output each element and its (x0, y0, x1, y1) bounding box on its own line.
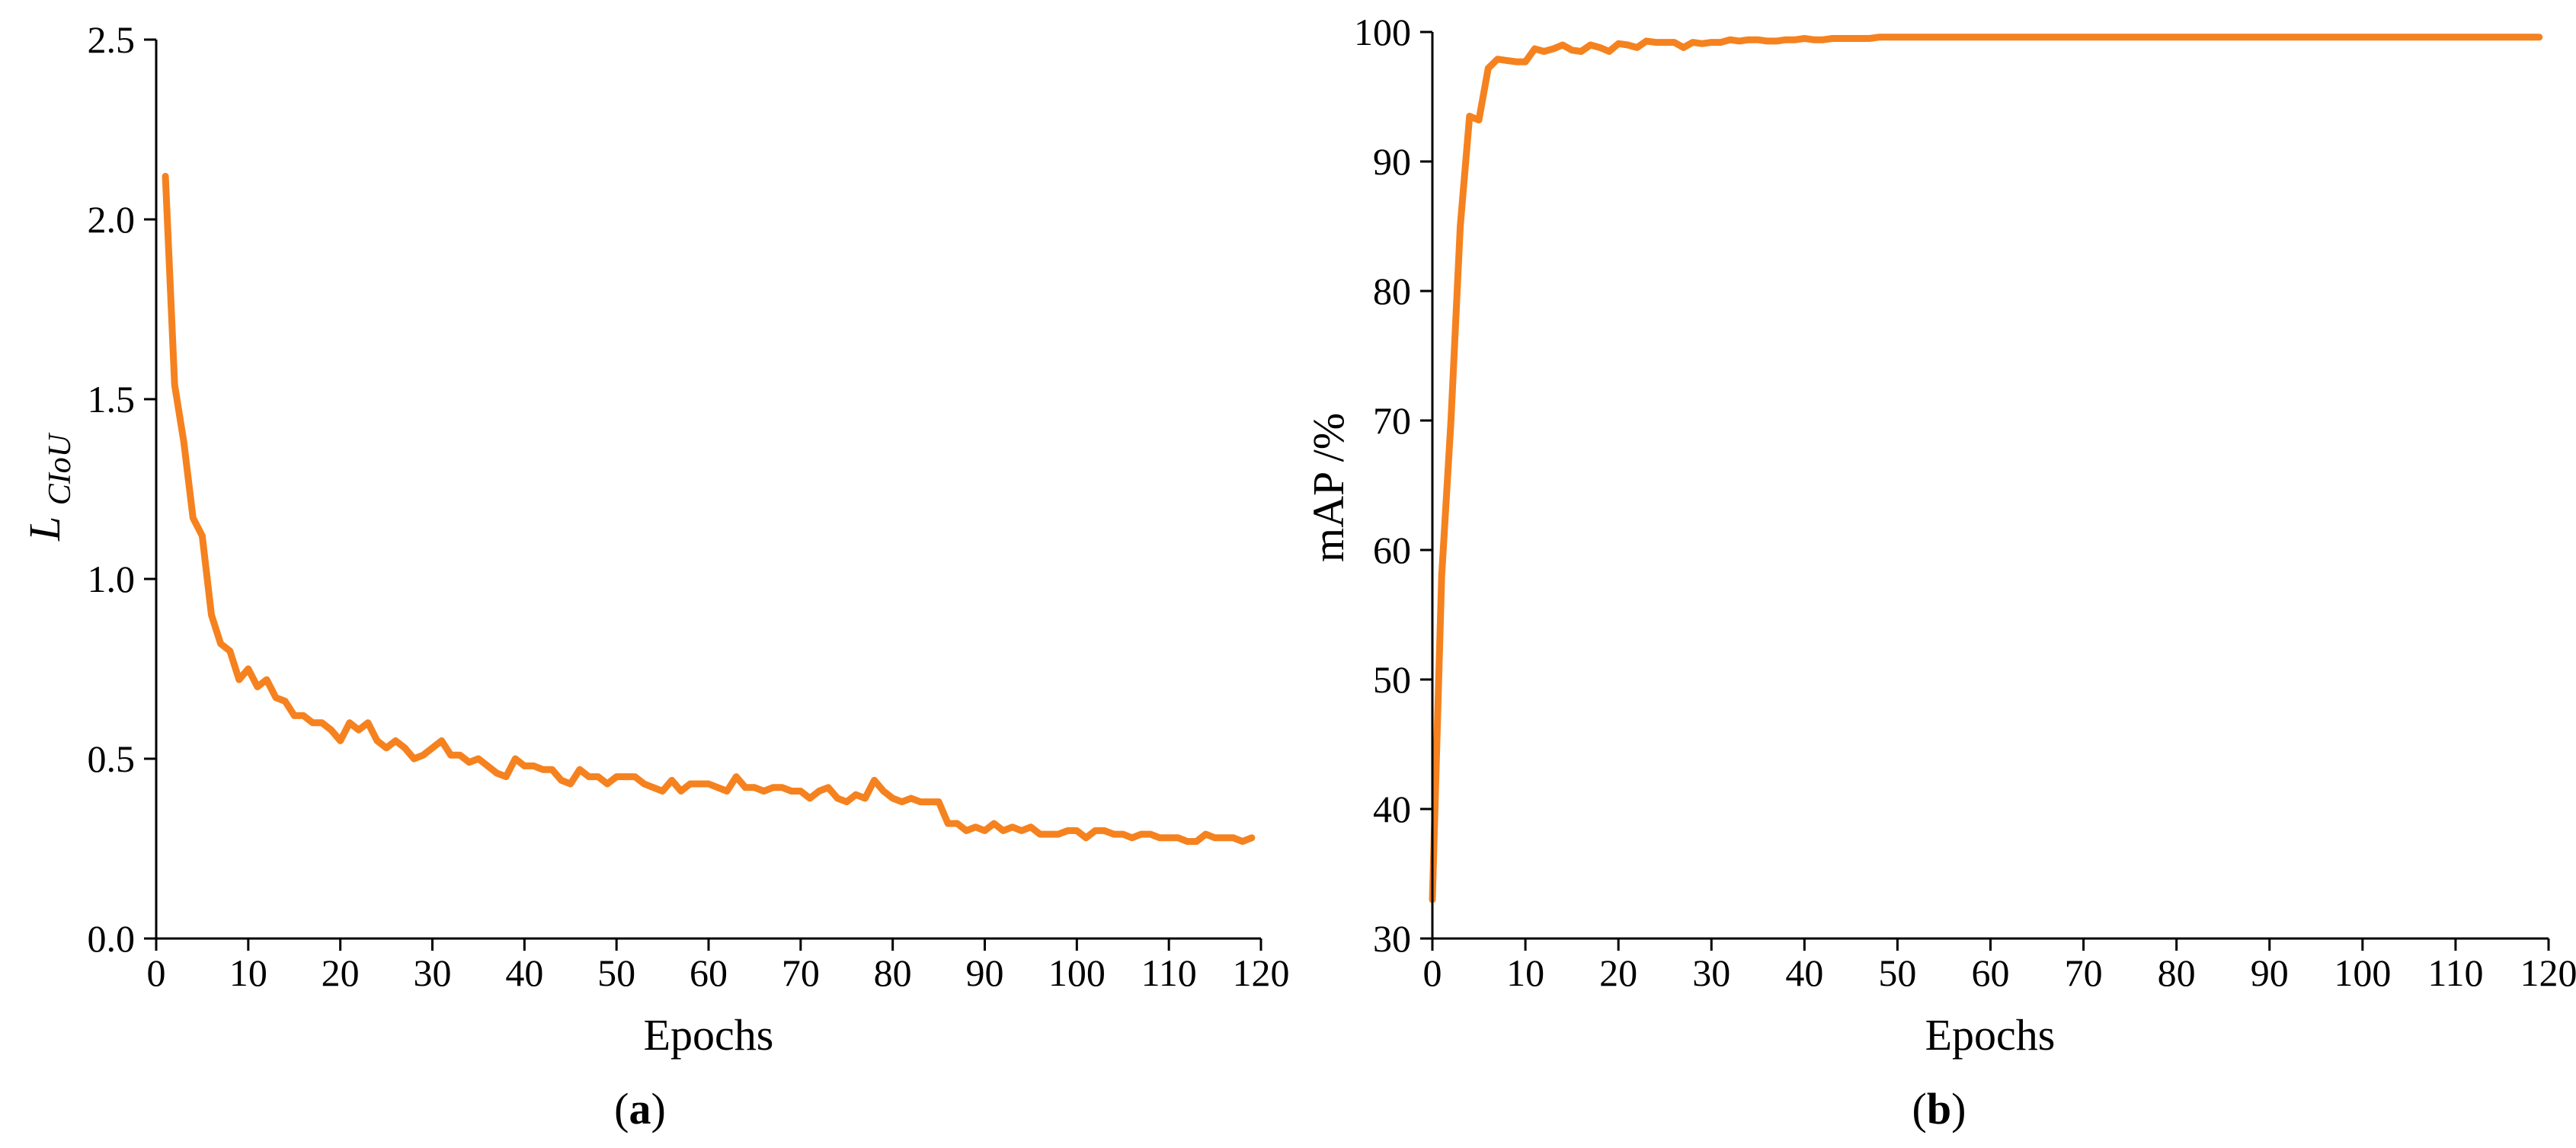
panel-a-x-axis-title: Epochs (644, 1010, 774, 1060)
panel-a-x-tick-label: 110 (1141, 951, 1197, 994)
panel-a-x-tick-label: 100 (1048, 951, 1106, 994)
panel-b-x-tick-label: 60 (1972, 951, 2010, 994)
panel-a-x-tick-label: 0 (147, 951, 166, 994)
panel-a-x-tick-label: 120 (1233, 951, 1290, 994)
panel-b-label-letter: b (1927, 1084, 1951, 1134)
panel-a-y-tick-label: 0.5 (88, 737, 136, 780)
panel-b-x-tick-label: 50 (1878, 951, 1916, 994)
panel-a-label: (a) (614, 1084, 666, 1134)
panel-a-x-tick-label: 90 (966, 951, 1004, 994)
panel-b-axes (1431, 32, 2549, 940)
panel-b-y-tick-label: 50 (1373, 658, 1411, 701)
panel-b-x-tick-label: 70 (2065, 951, 2103, 994)
panel-a-y-tick-label: 0.0 (88, 917, 136, 960)
panel-b-x-tick-label: 80 (2158, 951, 2196, 994)
panel-b-line-layer (1429, 34, 2543, 903)
panel-b-x-tick-label: 10 (1506, 951, 1544, 994)
panel-b-x-tick-label: 110 (2427, 951, 2483, 994)
panel-a-x-tick-label: 50 (597, 951, 635, 994)
panel-a-ticks: 0 10 20 30 40 50 60 70 80 90 100 110 120 0.0 0.5 1.0 1.5… (88, 18, 1290, 994)
panel-a-y-axis-title-subscript: CIoU (43, 432, 78, 505)
panel-a-y-axis-title: L CIoU (20, 432, 78, 542)
panel-b-ticks: 0 10 20 30 40 50 60 70 80 90 100 110 120 30 40 50 60 70 80… (1354, 11, 2576, 994)
panel-a-series-line (162, 172, 1256, 846)
panel-b-y-tick-label: 40 (1373, 788, 1411, 830)
panel-b-x-tick-label: 90 (2251, 951, 2289, 994)
chart-panel-b: 0 10 20 30 40 50 60 70 80 90 100 110 120 30 40 50 60 70 80… (1304, 11, 2576, 1134)
panel-b-x-tick-label: 40 (1785, 951, 1823, 994)
panel-b-x-tick-label: 0 (1423, 951, 1442, 994)
panel-a-x-tick-label: 70 (782, 951, 820, 994)
panel-b-y-tick-label: 70 (1373, 399, 1411, 442)
panel-b-y-tick-label: 30 (1373, 917, 1411, 960)
panel-a-x-tick-label: 30 (414, 951, 452, 994)
panel-b-y-axis-title: mAP /% (1304, 413, 1353, 562)
panel-a-x-tick-label: 60 (690, 951, 728, 994)
panel-b-y-tick-label: 60 (1373, 529, 1411, 571)
panel-a-x-tick-label: 10 (229, 951, 267, 994)
panel-b-series-line (1429, 34, 2543, 903)
panel-a-y-axis-title-main: L (20, 516, 69, 542)
panel-a-line-layer (162, 172, 1256, 846)
panel-b-y-tick-label: 100 (1354, 11, 1411, 53)
panel-a-x-tick-label: 40 (505, 951, 543, 994)
panel-a-y-tick-label: 1.0 (88, 558, 136, 600)
panel-b-y-tick-label: 90 (1373, 140, 1411, 183)
panel-b-y-tick-label: 80 (1373, 270, 1411, 312)
panel-b-label: (b) (1912, 1084, 1966, 1134)
panel-a-y-tick-label: 2.0 (88, 198, 136, 241)
panel-a-y-tick-label: 2.5 (88, 18, 136, 61)
chart-panel-a: 0 10 20 30 40 50 60 70 80 90 100 110 120 0.0 0.5 1.0 1.5… (20, 18, 1290, 1134)
panel-b-x-tick-label: 120 (2520, 951, 2576, 994)
panel-a-y-tick-label: 1.5 (88, 378, 136, 421)
panel-a-x-tick-label: 20 (322, 951, 360, 994)
panel-b-x-tick-label: 30 (1692, 951, 1730, 994)
panel-a-x-tick-label: 80 (874, 951, 912, 994)
panel-b-x-axis-title: Epochs (1925, 1010, 2056, 1060)
panel-b-x-tick-label: 20 (1599, 951, 1637, 994)
panel-a-label-letter: a (629, 1084, 651, 1134)
panel-b-x-tick-label: 100 (2334, 951, 2391, 994)
panel-a-axes (155, 40, 1261, 940)
